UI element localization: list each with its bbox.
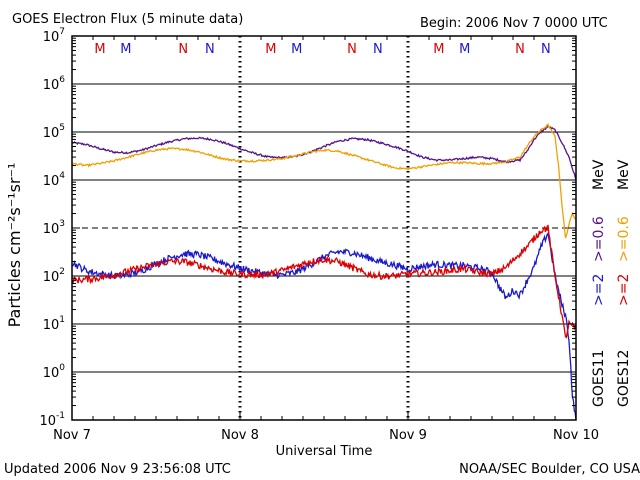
mn-marker: M: [265, 42, 276, 57]
y-tick-exponent: 4: [59, 171, 65, 181]
x-tick-label: Nov 10: [553, 428, 599, 443]
series-line: [71, 124, 577, 181]
mn-marker: M: [433, 42, 444, 57]
y-tick-label: 103: [43, 219, 65, 237]
y-tick-label: 10-1: [39, 411, 65, 429]
mn-marker: M: [94, 42, 105, 57]
x-tick-label: Nov 8: [221, 428, 259, 443]
updated-timestamp: Updated 2006 Nov 9 23:56:08 UTC: [4, 462, 231, 477]
begin-time: Begin: 2006 Nov 7 0000 UTC: [420, 16, 608, 31]
y-tick-exponent: -1: [56, 411, 65, 421]
x-axis-label: Universal Time: [276, 444, 373, 459]
y-tick-base: 10: [43, 222, 60, 237]
legend-goes11-label: GOES11: [591, 350, 607, 407]
legend-goes11-low: >=0.6: [591, 216, 607, 262]
legend-goes12-unit: MeV: [616, 159, 632, 190]
y-tick-exponent: 3: [59, 219, 65, 229]
mn-marker: N: [515, 42, 525, 57]
legend-goes12-high: >=2: [616, 274, 632, 306]
mn-marker: N: [205, 42, 215, 57]
y-tick-exponent: 1: [59, 315, 65, 325]
y-tick-label: 101: [43, 315, 65, 333]
y-tick-label: 100: [43, 363, 66, 381]
chart-title: GOES Electron Flux (5 minute data): [12, 12, 243, 27]
y-tick-exponent: 6: [59, 75, 65, 85]
y-tick-base: 10: [43, 126, 60, 141]
legend-goes11-unit: MeV: [591, 159, 607, 190]
x-tick-label: Nov 7: [53, 428, 91, 443]
legend: GOES11 >=2 >=0.6 MeV GOES12 >=2 >=0.6 MeV: [591, 159, 632, 407]
plot-grid: [72, 83, 576, 373]
y-tick-base: 10: [43, 318, 60, 333]
mn-marker: M: [291, 42, 302, 57]
legend-goes12-label: GOES12: [616, 350, 632, 407]
series-line: [71, 123, 577, 239]
y-tick-exponent: 2: [59, 267, 65, 277]
day-markers: [238, 36, 410, 420]
y-axis-label: Particles cm⁻²s⁻¹sr⁻¹: [5, 163, 24, 328]
y-tick-base: 10: [43, 30, 60, 45]
series-line: [71, 231, 577, 421]
y-tick-label: 102: [43, 267, 65, 285]
x-axis-ticks: Nov 7 Nov 8 Nov 9 Nov 10: [53, 36, 599, 443]
y-tick-exponent: 5: [59, 123, 65, 133]
mn-marker: M: [459, 42, 470, 57]
series-lines: [71, 123, 577, 421]
mn-marker: M: [120, 42, 131, 57]
x-tick-label: Nov 9: [389, 428, 427, 443]
y-tick-label: 104: [43, 171, 66, 189]
mn-marker: N: [373, 42, 383, 57]
y-tick-exponent: 7: [59, 27, 65, 37]
y-tick-label: 106: [43, 75, 66, 93]
y-tick-base: 10: [39, 414, 56, 429]
y-tick-base: 10: [43, 270, 60, 285]
mn-marker: N: [347, 42, 357, 57]
y-tick-base: 10: [43, 78, 60, 93]
y-tick-label: 105: [43, 123, 65, 141]
series-line: [71, 224, 577, 339]
legend-goes11-high: >=2: [591, 274, 607, 306]
y-tick-label: 107: [43, 27, 65, 45]
legend-goes12-low: >=0.6: [616, 216, 632, 262]
credit-text: NOAA/SEC Boulder, CO USA: [459, 462, 640, 477]
y-tick-base: 10: [43, 174, 60, 189]
mn-marker: N: [541, 42, 551, 57]
y-tick-base: 10: [43, 366, 60, 381]
mn-marker: N: [178, 42, 188, 57]
y-tick-exponent: 0: [59, 363, 65, 373]
